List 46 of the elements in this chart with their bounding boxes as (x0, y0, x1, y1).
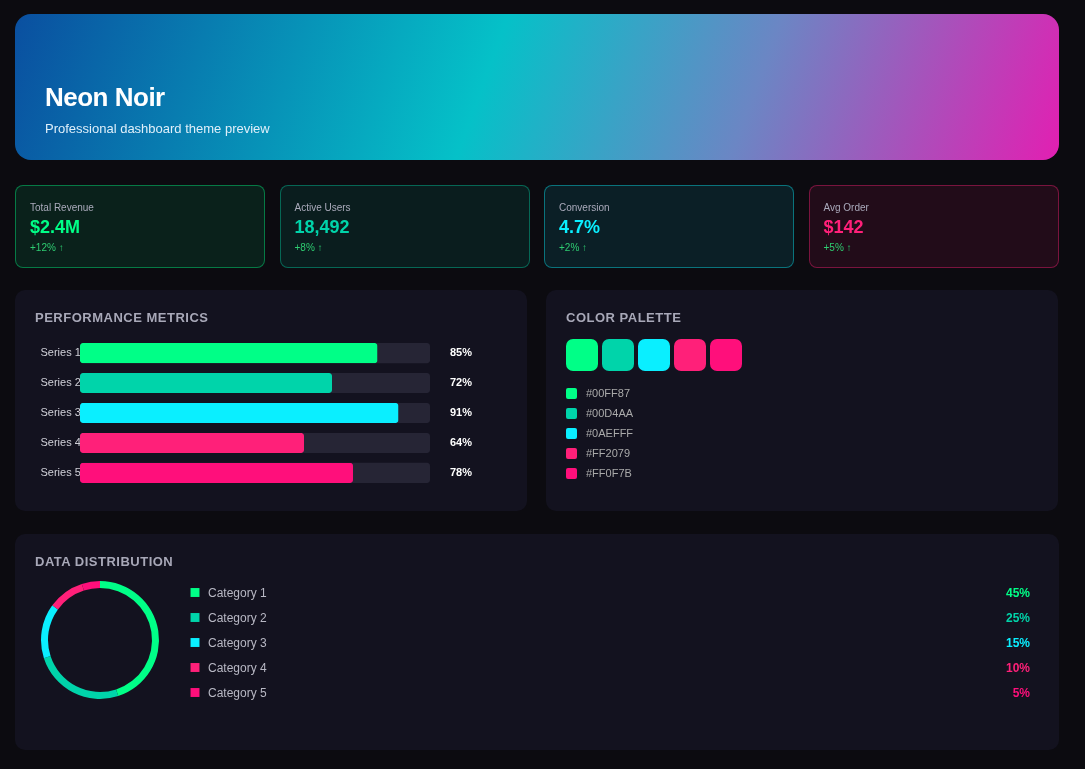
data-label: 10% (1005, 660, 1031, 675)
data-label: 45% (1005, 585, 1031, 600)
chart-title: DATA DISTRIBUTION (35, 554, 175, 569)
category-label: Total Revenue (30, 202, 95, 213)
data-label: 5% (1012, 685, 1031, 700)
text: 18,492 (294, 217, 350, 237)
data-label: 64% (449, 435, 473, 448)
data-label: 85% (449, 346, 473, 359)
category-label: #00D4AA (586, 407, 634, 419)
donut-slice (100, 581, 159, 697)
legend-label: Category 3 (208, 635, 268, 650)
legend-label: Category 5 (208, 685, 268, 700)
donut-slice (52, 583, 84, 610)
data-label: 91% (449, 406, 473, 418)
category-label: #0AEFFF (586, 427, 634, 439)
text: $142 (823, 217, 864, 237)
category-label: #00FF87 (586, 387, 631, 399)
text: +12% ↑ (30, 242, 65, 253)
text: Professional dashboard theme preview (45, 121, 271, 136)
text: 4.7% (559, 217, 601, 237)
legend-label: Category 4 (208, 660, 268, 675)
text: $2.4M (30, 217, 81, 237)
category-label: #FF2079 (586, 447, 631, 459)
text: COLOR PALETTE (566, 310, 683, 325)
text: +8% ↑ (294, 242, 324, 253)
data-label: 78% (449, 465, 473, 478)
category-label: Avg Order (823, 202, 870, 213)
chart-title: PERFORMANCE METRICS (35, 310, 210, 325)
y-tick-label: Series 3 (40, 406, 81, 418)
y-tick-label: Series 5 (40, 465, 81, 478)
category-label: Active Users (294, 202, 352, 213)
text: +2% ↑ (559, 242, 589, 253)
legend-label: Category 1 (208, 585, 268, 600)
text: Neon Noir (45, 82, 166, 113)
y-tick-label: Series 1 (40, 346, 81, 359)
legend-label: Category 2 (208, 610, 268, 625)
data-label: 25% (1005, 610, 1031, 625)
donut-slice (43, 656, 119, 699)
text: +5% ↑ (823, 242, 853, 253)
category-label: Conversion (559, 202, 611, 213)
data-label: 72% (449, 376, 473, 389)
category-label: #FF0F7B (586, 467, 632, 479)
y-tick-label: Series 2 (40, 376, 81, 389)
data-label: 15% (1005, 635, 1031, 650)
donut-slice (81, 581, 100, 591)
donut-slice (41, 605, 58, 659)
